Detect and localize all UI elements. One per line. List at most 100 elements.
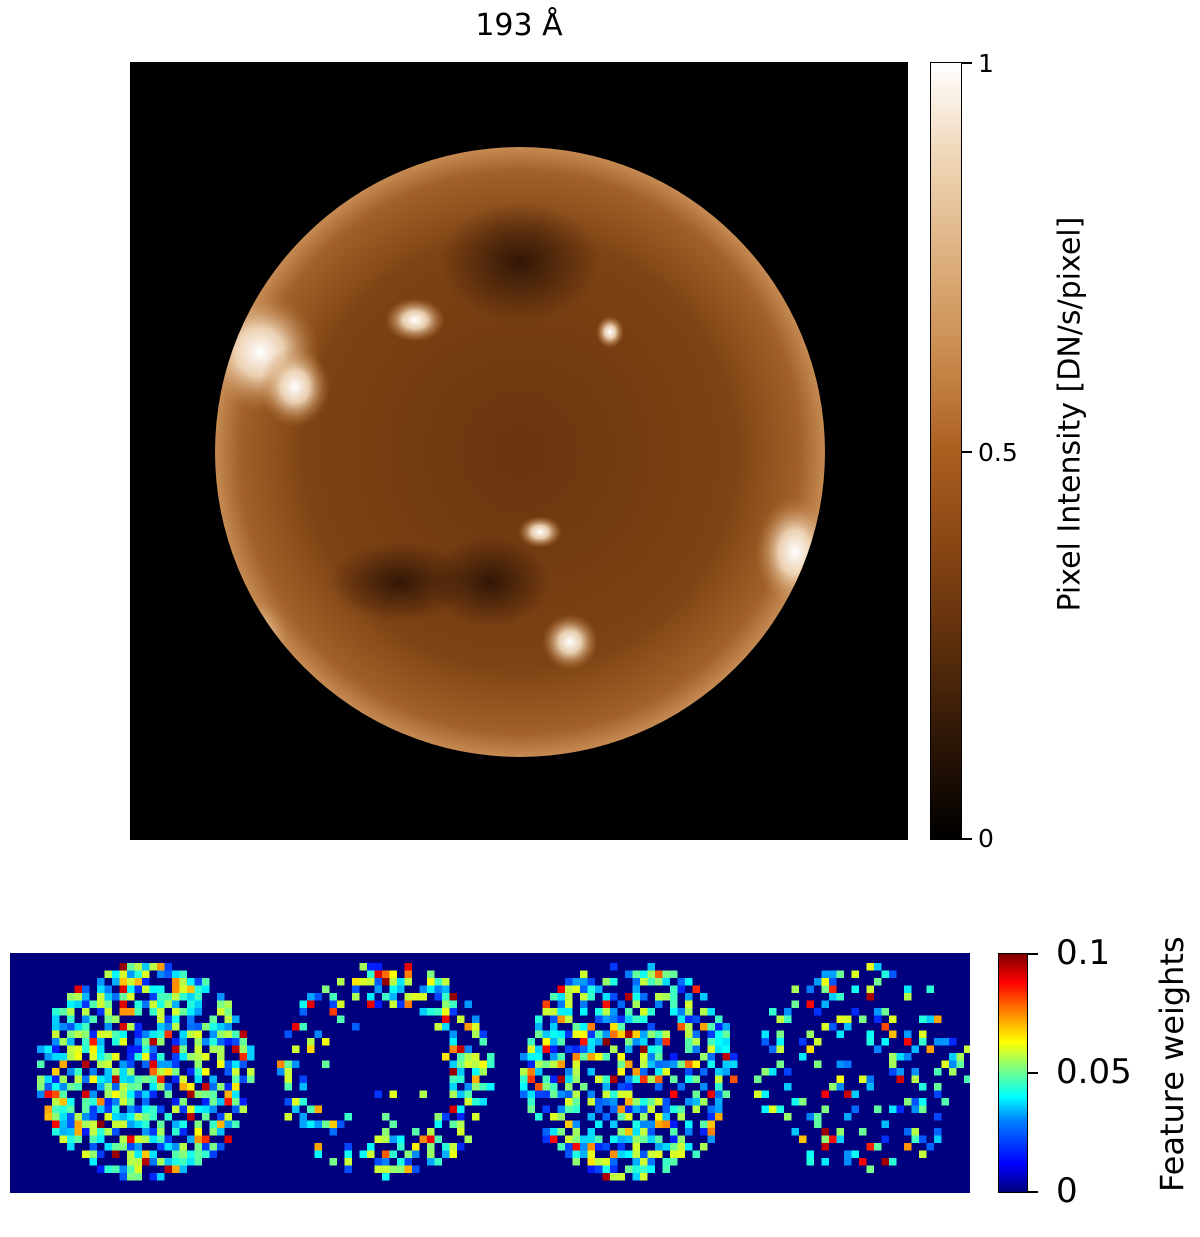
- weight-cell: [112, 1098, 120, 1106]
- weight-cell: [149, 1150, 157, 1158]
- weight-cell: [292, 1060, 300, 1068]
- weight-cell: [104, 1023, 112, 1031]
- weight-cell: [806, 1158, 814, 1166]
- weight-cell: [359, 963, 367, 971]
- weight-cell: [112, 1143, 120, 1151]
- weight-cell: [457, 1060, 465, 1068]
- weight-cell: [164, 1030, 172, 1038]
- weight-cell: [647, 1128, 655, 1136]
- weight-cell: [557, 1113, 565, 1121]
- weight-cell: [164, 970, 172, 978]
- weight-cell: [157, 1030, 165, 1038]
- weight-cell: [224, 1030, 232, 1038]
- weight-cell: [565, 1068, 573, 1076]
- weight-cell: [527, 1105, 535, 1113]
- weight-cell: [707, 1128, 715, 1136]
- weight-cell: [487, 1083, 495, 1091]
- weight-cell: [572, 1143, 580, 1151]
- weight-cell: [164, 1023, 172, 1031]
- weight-cell: [814, 1060, 822, 1068]
- weight-cell: [74, 1023, 82, 1031]
- weight-cell: [217, 993, 225, 1001]
- weight-cell: [814, 978, 822, 986]
- weight-cell: [707, 1060, 715, 1068]
- weight-cell: [194, 1128, 202, 1136]
- dark-region: [330, 542, 470, 622]
- weight-cell: [142, 1038, 150, 1046]
- weight-cell: [662, 1098, 670, 1106]
- weight-cell: [97, 1075, 105, 1083]
- weight-cell: [149, 1113, 157, 1121]
- weight-cell: [344, 1165, 352, 1173]
- weight-cell: [784, 1068, 792, 1076]
- weight-cell: [557, 1030, 565, 1038]
- weight-cell: [187, 1083, 195, 1091]
- weight-cell: [692, 1075, 700, 1083]
- weight-cell: [112, 1150, 120, 1158]
- weight-cell: [520, 1068, 528, 1076]
- weight-cell: [194, 1030, 202, 1038]
- weight-cell: [610, 1075, 618, 1083]
- weight-cell: [52, 1015, 60, 1023]
- weight-cell: [157, 1000, 165, 1008]
- weight-cell: [142, 1128, 150, 1136]
- weight-cell: [617, 1030, 625, 1038]
- weight-cell: [956, 1060, 964, 1068]
- solar-image-panel: [130, 62, 908, 840]
- weight-cell: [707, 1045, 715, 1053]
- weight-cell: [527, 1068, 535, 1076]
- weight-cell: [187, 1105, 195, 1113]
- weight-cell: [919, 1038, 927, 1046]
- weight-cell: [97, 1120, 105, 1128]
- weight-cell: [434, 1120, 442, 1128]
- weight-cell: [662, 1143, 670, 1151]
- dark-region: [440, 202, 600, 322]
- weight-cell: [404, 970, 412, 978]
- weight-cell: [67, 1083, 75, 1091]
- weight-cell: [374, 1158, 382, 1166]
- weight-cell: [535, 1015, 543, 1023]
- weight-cell: [715, 1105, 723, 1113]
- weight-cell: [904, 1038, 912, 1046]
- weight-cell: [715, 1068, 723, 1076]
- weight-cell: [127, 1083, 135, 1091]
- weights-colorbar: [998, 953, 1028, 1193]
- weight-cell: [692, 1015, 700, 1023]
- weight-cell: [232, 1045, 240, 1053]
- colorbar-tick: [962, 838, 972, 840]
- weight-cell: [389, 978, 397, 986]
- weight-cell: [299, 1075, 307, 1083]
- weight-cell: [217, 1083, 225, 1091]
- weight-cell: [134, 963, 142, 971]
- weight-cell: [89, 1135, 97, 1143]
- weight-cell: [374, 1000, 382, 1008]
- weight-cell: [949, 1038, 957, 1046]
- weight-cell: [89, 1053, 97, 1061]
- weight-cell: [557, 1105, 565, 1113]
- weight-cell: [655, 1083, 663, 1091]
- weight-cell: [104, 1000, 112, 1008]
- weight-cell: [535, 1053, 543, 1061]
- weight-cell: [239, 1075, 247, 1083]
- weight-cell: [119, 985, 127, 993]
- weight-cell: [74, 1045, 82, 1053]
- weight-cell: [677, 1008, 685, 1016]
- weight-cell: [74, 1068, 82, 1076]
- bright-active-region: [260, 347, 330, 427]
- weight-cell: [926, 1045, 934, 1053]
- weight-cell: [382, 1113, 390, 1121]
- weight-cell: [565, 978, 573, 986]
- weight-cell: [202, 1083, 210, 1091]
- weight-cell: [851, 970, 859, 978]
- weight-cell: [157, 1060, 165, 1068]
- weight-cell: [157, 1008, 165, 1016]
- weight-cell: [134, 970, 142, 978]
- weight-cell: [284, 1075, 292, 1083]
- weight-cell: [685, 1120, 693, 1128]
- weight-cell: [647, 963, 655, 971]
- weight-cell: [851, 985, 859, 993]
- weight-cell: [172, 1098, 180, 1106]
- weight-cell: [572, 1030, 580, 1038]
- weight-cell: [934, 1068, 942, 1076]
- weight-cell: [640, 1135, 648, 1143]
